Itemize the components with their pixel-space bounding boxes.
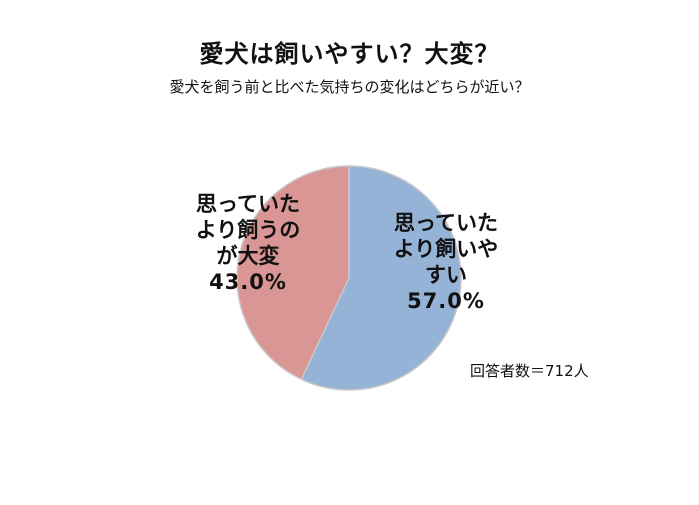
chart-subtitle: 愛犬を飼う前と比べた気持ちの変化はどちらが近い？ — [169, 78, 530, 96]
chart-title: 愛犬は飼いやすい？大変？ — [199, 40, 500, 68]
slice-label-easy: 思っていた より飼いや すい 57.0% — [385, 210, 507, 314]
slice-value-easy: 57.0% — [407, 289, 485, 313]
slice-label-hard: 思っていた より飼うの が大変 43.0% — [188, 191, 308, 295]
slice-label-easy-line-2: より飼いや — [393, 237, 499, 261]
respondent-count: 回答者数＝712人 — [470, 362, 589, 380]
pie-slice-easy — [300, 165, 462, 391]
pie-slice-hard — [236, 165, 350, 381]
slice-label-hard-line-2: より飼うの — [195, 218, 301, 242]
slice-label-hard-line-3: が大変 — [216, 244, 280, 268]
slice-label-easy-line-1: 思っていた — [394, 211, 498, 235]
slice-label-hard-line-1: 思っていた — [196, 192, 300, 216]
slice-value-hard: 43.0% — [209, 270, 287, 294]
slice-label-easy-line-3: すい — [425, 263, 467, 287]
